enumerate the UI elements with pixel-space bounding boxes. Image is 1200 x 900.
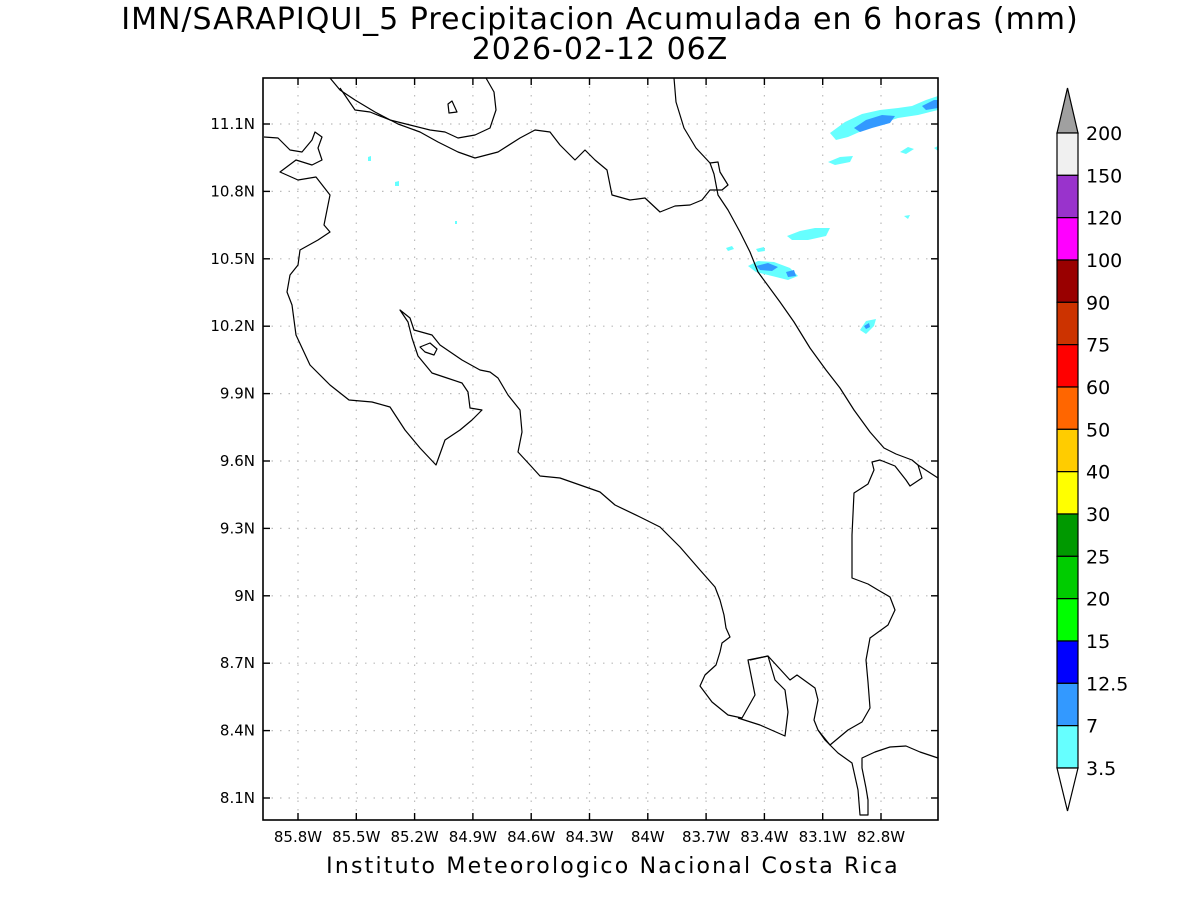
colorbar-level-label: 25 bbox=[1086, 546, 1110, 568]
border-nicaragua bbox=[329, 77, 729, 213]
coastline-north-bay bbox=[339, 77, 497, 139]
lon-tick-label: 84.3W bbox=[565, 828, 613, 846]
lat-tick-label: 9N bbox=[234, 587, 255, 605]
precip-area-ne-dot3 bbox=[904, 215, 910, 219]
precip-area-coast bbox=[748, 261, 798, 280]
lon-tick-label: 85.8W bbox=[274, 828, 322, 846]
lat-tick-label: 10.2N bbox=[210, 317, 255, 335]
lon-tick-label: 85.2W bbox=[390, 828, 438, 846]
colorbar-segment bbox=[1056, 386, 1079, 430]
precip-area-nw-dot1 bbox=[368, 156, 371, 161]
colorbar-segment bbox=[1056, 217, 1079, 261]
colorbar: 200 150 120 100 90 75 60 50 40 30 25 20 15 12.5 7 3.5 bbox=[1056, 87, 1128, 812]
precip-area-coast-core2 bbox=[786, 270, 796, 277]
precipitation-areas bbox=[368, 96, 938, 334]
colorbar-segment bbox=[1056, 174, 1079, 219]
lat-tick-label: 8.7N bbox=[220, 654, 255, 672]
colorbar-segment bbox=[1056, 471, 1079, 515]
coastlines bbox=[263, 77, 939, 816]
colorbar-level-label: 75 bbox=[1086, 335, 1110, 357]
lon-tick-label: 85.5W bbox=[332, 828, 380, 846]
colorbar-segment bbox=[1056, 301, 1079, 346]
map-gridlines bbox=[263, 78, 938, 820]
lat-tick-label: 11.1N bbox=[210, 115, 255, 133]
colorbar-segment bbox=[1056, 598, 1079, 642]
colorbar-level-label: 50 bbox=[1086, 419, 1110, 441]
colorbar-segment bbox=[1056, 555, 1079, 600]
latitude-axis: 11.1N 10.8N 10.5N 10.2N 9.9N 9.6N 9.3N 9N 8.7N 8.… bbox=[210, 115, 938, 807]
lat-tick-label: 8.1N bbox=[220, 789, 255, 807]
coastline-osa-peninsula bbox=[737, 655, 789, 737]
lat-tick-label: 9.9N bbox=[220, 385, 255, 403]
colorbar-segment bbox=[1056, 428, 1079, 473]
colorbar-level-label: 3.5 bbox=[1086, 758, 1116, 780]
lat-tick-label: 9.6N bbox=[220, 452, 255, 470]
coastline-caribbean bbox=[673, 77, 919, 466]
precip-area-ne-dot2 bbox=[934, 146, 938, 151]
lat-tick-label: 9.3N bbox=[220, 519, 255, 537]
precip-area-ne-core bbox=[854, 115, 895, 132]
lat-tick-label: 10.5N bbox=[210, 250, 255, 268]
lon-tick-label: 83.7W bbox=[682, 828, 730, 846]
lat-tick-label: 8.4N bbox=[220, 722, 255, 740]
precip-area-caribbean-band bbox=[787, 228, 830, 240]
colorbar-segment bbox=[1056, 132, 1079, 176]
lat-tick-label: 10.8N bbox=[210, 182, 255, 200]
map-valid-time: 2026-02-12 06Z bbox=[471, 32, 729, 67]
precip-area-coast-core bbox=[756, 263, 778, 271]
colorbar-segment bbox=[1056, 682, 1079, 727]
colorbar-level-label: 200 bbox=[1086, 123, 1122, 145]
colorbar-segment bbox=[1056, 725, 1079, 769]
colorbar-segment bbox=[1056, 640, 1079, 684]
map-frame bbox=[262, 77, 939, 821]
colorbar-level-label: 40 bbox=[1086, 462, 1110, 484]
precip-area-coast-dot bbox=[726, 246, 734, 251]
coastline-golfo-dulce bbox=[817, 459, 939, 746]
lon-tick-label: 84.6W bbox=[507, 828, 555, 846]
precip-area-coast-dot2 bbox=[756, 247, 765, 252]
coastline-nicoya-island bbox=[419, 342, 438, 356]
precip-area-offshore-core bbox=[864, 323, 870, 329]
precip-area-nw-dot2 bbox=[395, 181, 399, 186]
precip-area-ne-dot1 bbox=[900, 147, 914, 154]
colorbar-segment bbox=[1056, 259, 1079, 303]
colorbar-segment bbox=[1056, 344, 1079, 388]
colorbar-underflow-triangle bbox=[1056, 767, 1079, 812]
lake-island bbox=[447, 100, 458, 114]
colorbar-level-label: 7 bbox=[1086, 716, 1098, 738]
lon-tick-label: 84.9W bbox=[449, 828, 497, 846]
precip-area-nw-dot3 bbox=[455, 221, 457, 224]
colorbar-level-label: 20 bbox=[1086, 589, 1110, 611]
precip-area-ne-streak bbox=[828, 156, 853, 165]
lon-tick-label: 82.8W bbox=[857, 828, 905, 846]
lon-tick-label: 84W bbox=[631, 828, 665, 846]
precip-area-ne-core-east bbox=[922, 100, 938, 110]
longitude-axis: 85.8W 85.5W 85.2W 84.9W 84.6W 84.3W 84W 83.7W 83… bbox=[274, 78, 905, 846]
colorbar-level-label: 12.5 bbox=[1086, 673, 1128, 695]
map-title: IMN/SARAPIQUI_5 Precipitacion Acumulada … bbox=[121, 2, 1079, 37]
coastline-pacific bbox=[263, 131, 939, 816]
colorbar-level-label: 30 bbox=[1086, 504, 1110, 526]
colorbar-level-label: 15 bbox=[1086, 631, 1110, 653]
colorbar-level-label: 120 bbox=[1086, 208, 1122, 230]
colorbar-level-label: 90 bbox=[1086, 292, 1110, 314]
colorbar-overflow-triangle bbox=[1056, 87, 1079, 134]
colorbar-level-label: 100 bbox=[1086, 250, 1122, 272]
colorbar-level-label: 150 bbox=[1086, 165, 1122, 187]
credit-label: Instituto Meteorologico Nacional Costa R… bbox=[326, 854, 900, 879]
lon-tick-label: 83.4W bbox=[740, 828, 788, 846]
colorbar-segment bbox=[1056, 513, 1079, 557]
lon-tick-label: 83.1W bbox=[799, 828, 847, 846]
colorbar-level-label: 60 bbox=[1086, 377, 1110, 399]
